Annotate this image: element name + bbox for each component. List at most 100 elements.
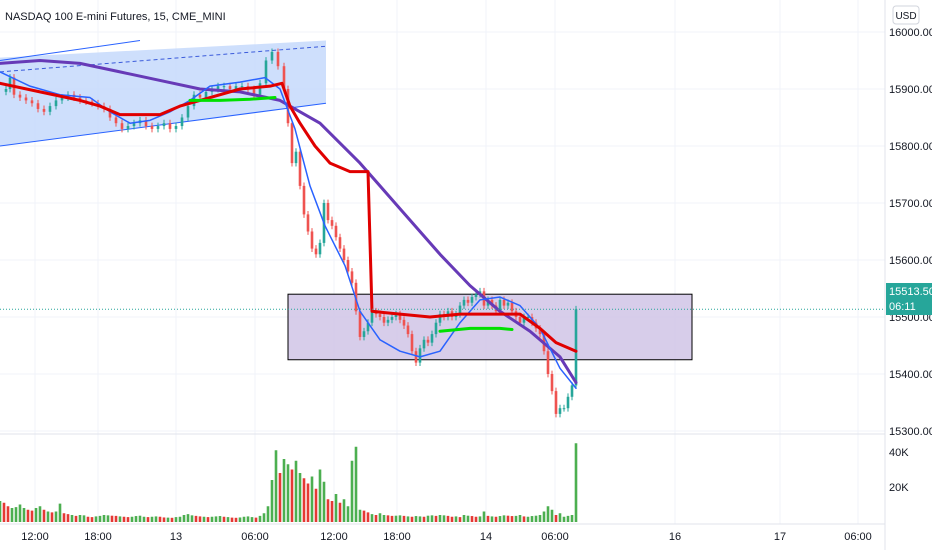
candle-body: [570, 385, 574, 397]
volume-bar: [122, 516, 126, 522]
volume-tick-label: 40K: [889, 447, 909, 459]
volume-bar: [198, 516, 202, 522]
volume-bar: [346, 506, 350, 522]
time-axis[interactable]: 12:00 18:00 13 06:00 12:00 18:00 14 06:00 16 17 06…: [21, 531, 872, 543]
volume-bar: [566, 515, 570, 522]
volume-bar: [406, 516, 410, 522]
volume-bar: [10, 508, 14, 522]
volume-bars: [0, 443, 578, 522]
candle-body: [276, 51, 280, 67]
channel-top-line[interactable]: [0, 40, 141, 61]
volume-bar: [90, 517, 94, 522]
volume-bar: [70, 515, 74, 522]
candle-body: [18, 94, 22, 98]
price-tick-label: 15600.00: [889, 255, 932, 267]
volume-bar: [210, 516, 214, 522]
candle-body: [180, 117, 184, 127]
volume-bar: [538, 515, 542, 522]
volume-bar: [298, 473, 302, 522]
volume-bar: [458, 517, 462, 522]
price-tick-label: 16000.00: [889, 27, 932, 39]
volume-bar: [430, 515, 434, 522]
channel-dashed-line[interactable]: [0, 45, 327, 73]
candle-body: [156, 126, 160, 129]
volume-bar: [222, 516, 226, 522]
candle-body: [386, 319, 390, 323]
volume-bar: [302, 478, 306, 522]
volume-axis[interactable]: 40K 20K: [889, 447, 909, 494]
candle-body: [326, 203, 330, 221]
volume-bar: [94, 516, 98, 522]
time-tick-label: 06:00: [541, 531, 569, 543]
volume-bar: [86, 516, 90, 522]
price-axis[interactable]: 16000.00 15900.00 15800.00 15700.00 15600.00…: [889, 27, 932, 438]
volume-bar: [470, 516, 474, 522]
candle-body: [290, 123, 294, 164]
volume-bar: [18, 504, 22, 522]
volume-bar: [426, 515, 430, 522]
volume-bar: [310, 476, 314, 522]
volume-bar: [314, 488, 318, 522]
moving-average-line: [0, 71, 577, 389]
volume-bar: [262, 513, 266, 522]
candle-body: [350, 271, 354, 283]
volume-bar: [322, 481, 326, 522]
candle-body: [282, 66, 286, 89]
candle-body: [558, 408, 562, 414]
volume-bar: [546, 506, 550, 522]
candle-body: [252, 89, 256, 95]
currency-button[interactable]: USD: [892, 5, 920, 25]
candle-body: [48, 106, 52, 112]
symbol-title[interactable]: NASDAQ 100 E-mini Futures, 15, CME_MINI: [5, 11, 226, 23]
volume-bar: [134, 516, 138, 522]
volume-bar: [510, 516, 514, 522]
volume-bar: [202, 516, 206, 522]
candle-body: [382, 317, 386, 323]
candle-body: [474, 294, 478, 298]
last-price-tag: 15513.50 06:11: [886, 283, 932, 315]
candle-body: [144, 120, 148, 127]
last-price-value: 15513.50: [889, 286, 932, 298]
candle-body: [410, 334, 414, 352]
candle-body: [458, 305, 462, 315]
channel-fill: [0, 40, 326, 146]
candle-body: [546, 351, 550, 374]
volume-bar: [58, 503, 62, 522]
candle-body: [338, 237, 342, 249]
volume-bar: [478, 516, 482, 522]
candle-body: [264, 60, 268, 84]
candle-body: [358, 311, 362, 337]
volume-bar: [330, 501, 334, 522]
volume-bar: [242, 516, 246, 522]
time-tick-label: 06:00: [844, 531, 872, 543]
volume-bar: [182, 515, 186, 522]
volume-bar: [118, 516, 122, 522]
volume-bar: [558, 513, 562, 522]
volume-bar: [334, 494, 338, 522]
volume-bar: [402, 515, 406, 522]
volume-bar: [62, 513, 66, 522]
candle-body: [574, 309, 578, 386]
volume-bar: [530, 516, 534, 522]
volume-bar: [366, 512, 370, 522]
time-tick-label: 18:00: [383, 531, 411, 543]
candle-body: [204, 91, 208, 98]
volume-bar: [574, 443, 578, 522]
volume-bar: [258, 515, 262, 522]
volume-bar: [326, 499, 330, 522]
candle-body: [318, 242, 322, 255]
volume-bar: [466, 515, 470, 522]
price-tick-label: 15300.00: [889, 426, 932, 438]
candle-body: [186, 106, 190, 118]
volume-bar: [226, 517, 230, 522]
candle-body: [216, 86, 220, 89]
volume-bar: [46, 511, 50, 522]
volume-bar: [570, 515, 574, 522]
volume-bar: [142, 516, 146, 522]
candle-body: [430, 334, 434, 343]
moving-averages: [0, 59, 578, 389]
candle-body: [150, 126, 154, 129]
candle-body: [366, 322, 370, 332]
